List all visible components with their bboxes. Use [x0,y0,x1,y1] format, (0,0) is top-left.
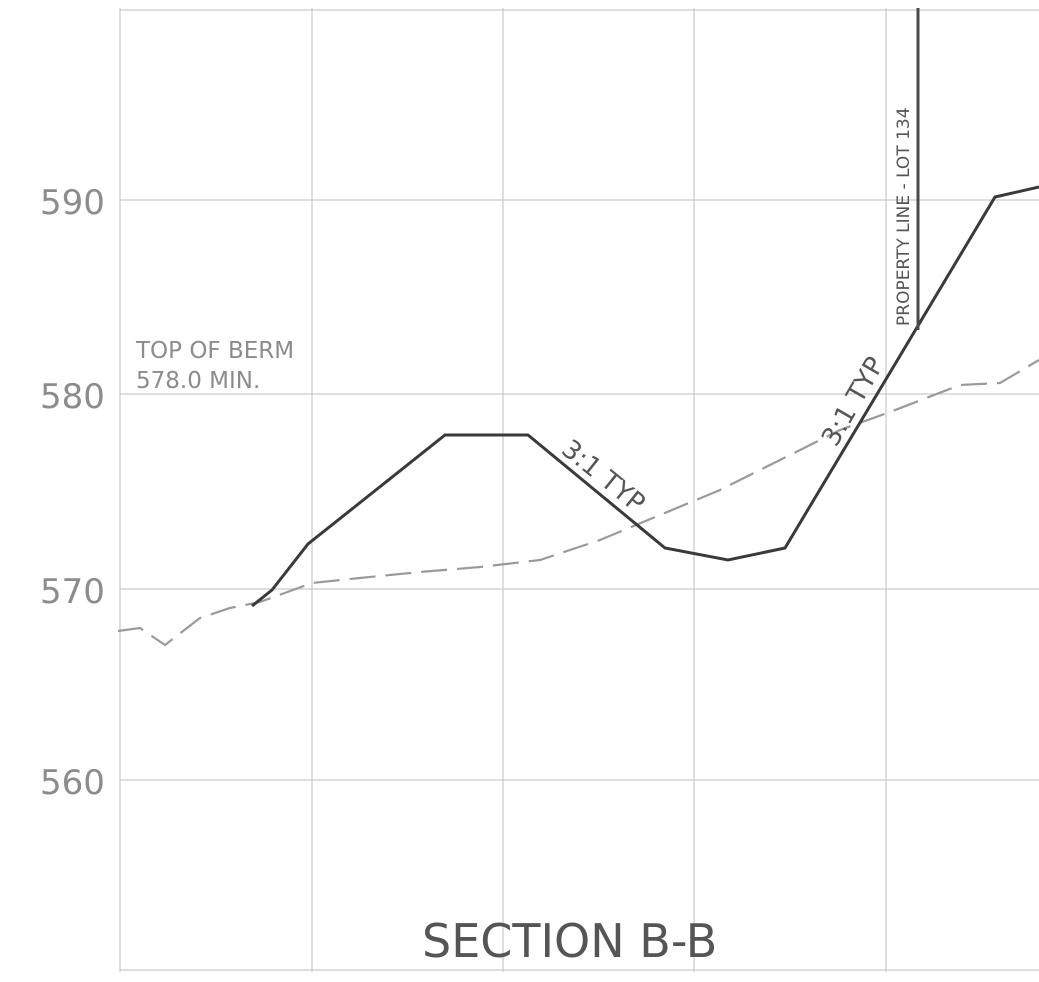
elevation-axis: 590 580 570 560 [40,183,105,803]
slope-callout-left: 3:1 TYP [556,434,651,519]
slope-callout-right: 3:1 TYP [816,352,891,451]
elevation-label-580: 580 [40,377,105,417]
berm-note-line1: TOP OF BERM [135,338,294,364]
proposed-grade-line [251,185,1039,608]
property-line-label: PROPERTY LINE - LOT 134 [894,107,914,326]
elevation-label-570: 570 [40,572,105,612]
berm-note-line2: 578.0 MIN. [136,368,260,394]
elevation-label-560: 560 [40,763,105,803]
existing-ground-line [117,359,1039,647]
grid [119,8,1039,972]
section-title: SECTION B-B [422,914,717,968]
elevation-label-590: 590 [40,183,105,223]
